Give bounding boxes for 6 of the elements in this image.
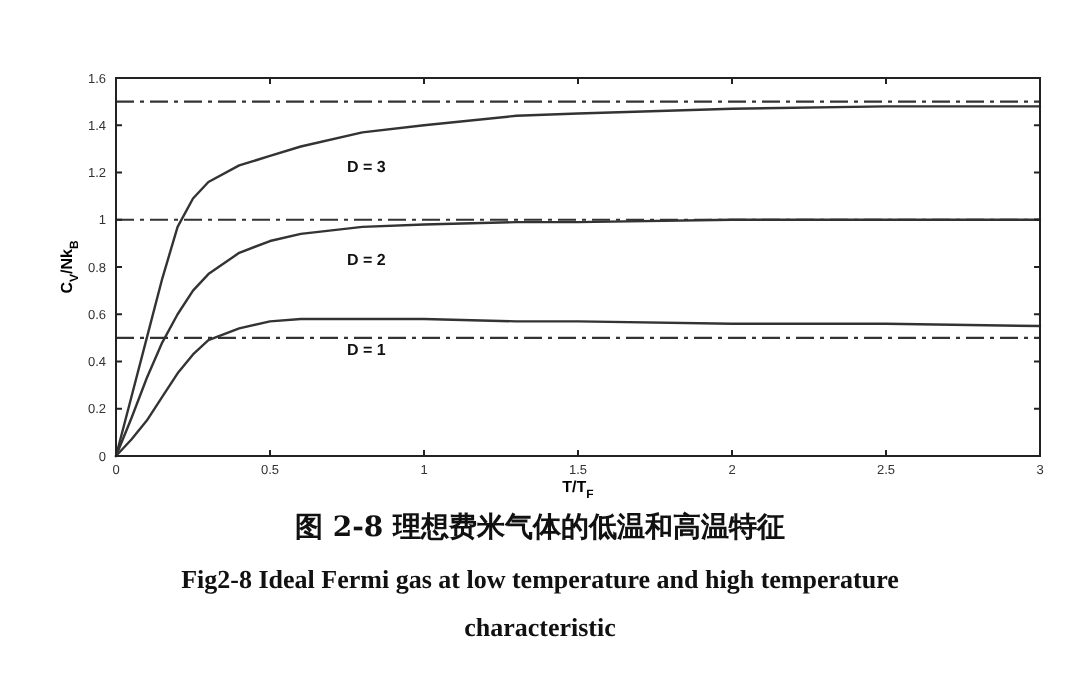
series-label: D = 2 — [347, 250, 387, 269]
caption: 图 2-8 理想费米气体的低温和高温特征 — [292, 509, 788, 548]
x-axis-title: T/T$_{F}$ — [562, 478, 595, 502]
caption: Fig2-8 Ideal Fermi gas at low temperature and high temperature characteristic — [179, 562, 901, 646]
series-label: D = 3 — [347, 157, 387, 176]
series-label: D = 1 — [347, 340, 387, 359]
